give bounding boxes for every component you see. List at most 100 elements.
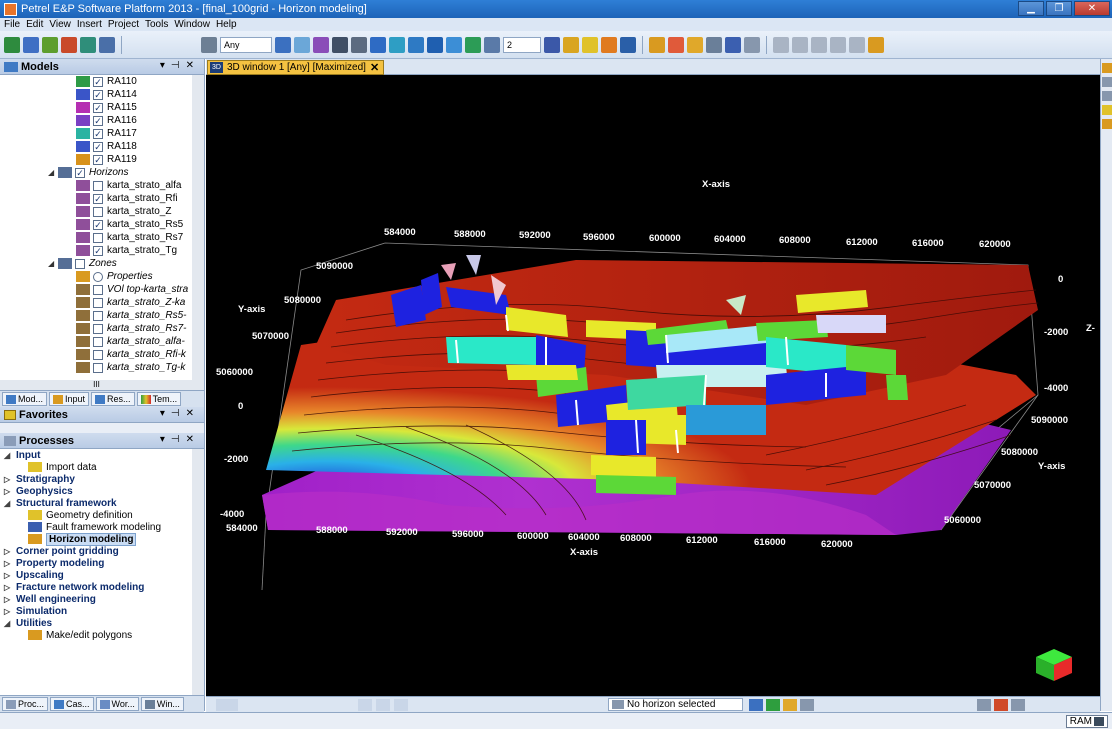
- open-project-icon[interactable]: [23, 36, 39, 53]
- new-project-icon[interactable]: [4, 36, 20, 53]
- orientation-cube-icon[interactable]: [1036, 649, 1072, 681]
- restore-button[interactable]: ❐: [1046, 1, 1072, 16]
- tab-processes[interactable]: Proc...: [2, 697, 49, 711]
- status-tool-icon[interactable]: [783, 698, 797, 711]
- open-folder-icon[interactable]: [868, 36, 884, 53]
- horizon-item[interactable]: karta_strato_alfa: [0, 179, 192, 192]
- export-icon[interactable]: [99, 36, 115, 53]
- menu-window[interactable]: Window: [174, 19, 210, 30]
- fault-item-checkbox[interactable]: ✓: [93, 89, 103, 100]
- zone-item-checkbox[interactable]: [93, 284, 103, 295]
- axis-icon[interactable]: [563, 36, 579, 53]
- process-category[interactable]: ◢ Utilities: [0, 617, 192, 629]
- window-icon[interactable]: [201, 36, 217, 53]
- process-category[interactable]: ▷ Corner point gridding: [0, 545, 192, 557]
- fault-item-checkbox[interactable]: ✓: [93, 102, 103, 113]
- menu-tools[interactable]: Tools: [145, 19, 169, 30]
- zones-checkbox[interactable]: [75, 258, 85, 269]
- horizon-item-checkbox[interactable]: ✓: [93, 219, 103, 230]
- fault-item[interactable]: ✓ RA118: [0, 140, 192, 153]
- fault-item[interactable]: ✓ RA117: [0, 127, 192, 140]
- scale-icon[interactable]: [484, 36, 500, 53]
- expand-arrow-icon[interactable]: ▷: [4, 486, 11, 496]
- legend-icon[interactable]: [544, 36, 560, 53]
- panel-controls[interactable]: ▾⊣✕: [159, 60, 200, 71]
- rotate-icon[interactable]: [313, 36, 329, 53]
- 3d-viewport[interactable]: X-axis 584000 588000 592000 596000 60000…: [206, 75, 1100, 696]
- print-icon[interactable]: [706, 36, 722, 53]
- expand-arrow-icon[interactable]: ▷: [4, 570, 11, 580]
- horizons-checkbox[interactable]: ✓: [75, 167, 85, 178]
- panel-controls[interactable]: ▾⊣✕: [159, 408, 200, 419]
- tab-results[interactable]: Res...: [91, 392, 135, 406]
- pan-icon[interactable]: [427, 36, 443, 53]
- tab-templates[interactable]: Tem...: [136, 392, 182, 406]
- menu-project[interactable]: Project: [107, 19, 139, 30]
- tab-input[interactable]: Input: [49, 392, 90, 406]
- zone-item-checkbox[interactable]: [93, 362, 103, 373]
- horizon-item[interactable]: ✓ karta_strato_Rfi: [0, 192, 192, 205]
- process-category[interactable]: ▷ Simulation: [0, 605, 192, 617]
- horizon-item-checkbox[interactable]: ✓: [93, 193, 103, 204]
- zone-item-checkbox[interactable]: [93, 349, 103, 360]
- copy-icon[interactable]: [687, 36, 703, 53]
- horizon-item-checkbox[interactable]: [93, 180, 103, 191]
- status-tool-icon[interactable]: [749, 698, 763, 711]
- light-icon[interactable]: [465, 36, 481, 53]
- dock-tool-icon[interactable]: [1102, 77, 1112, 87]
- fault-item[interactable]: ✓ RA119: [0, 153, 192, 166]
- status-tool-icon[interactable]: [1011, 698, 1025, 711]
- fault-item[interactable]: ✓ RA114: [0, 88, 192, 101]
- status-tool-icon[interactable]: [800, 698, 814, 711]
- find-icon[interactable]: [830, 36, 846, 53]
- menu-edit[interactable]: Edit: [26, 19, 44, 30]
- tab-windows[interactable]: Win...: [140, 697, 184, 711]
- horizon-item[interactable]: ✓ karta_strato_Rs5: [0, 218, 192, 231]
- dock-tool-icon[interactable]: [1102, 91, 1112, 101]
- zoom-icon[interactable]: [294, 36, 310, 53]
- measure-icon[interactable]: [601, 36, 617, 53]
- save-project-icon[interactable]: [42, 36, 58, 53]
- process-category[interactable]: ▷ Fracture network modeling: [0, 581, 192, 593]
- fault-item[interactable]: ✓ RA110: [0, 75, 192, 88]
- expand-arrow-icon[interactable]: ▷: [4, 594, 11, 604]
- properties-icon[interactable]: [744, 36, 760, 53]
- zone-item[interactable]: karta_strato_Rs7-: [0, 322, 192, 335]
- models-hscrollbar[interactable]: III: [0, 380, 192, 390]
- fault-item[interactable]: ✓ RA116: [0, 114, 192, 127]
- panel-controls[interactable]: ▾⊣✕: [159, 434, 200, 445]
- process-item[interactable]: Geometry definition: [0, 509, 192, 521]
- fault-item[interactable]: ✓ RA115: [0, 101, 192, 114]
- settings-icon[interactable]: [80, 36, 96, 53]
- process-category[interactable]: ▷ Well engineering: [0, 593, 192, 605]
- horizon-item-checkbox[interactable]: [93, 232, 103, 243]
- menu-insert[interactable]: Insert: [76, 19, 102, 30]
- status-tool-icon[interactable]: [766, 698, 780, 711]
- horizon-item[interactable]: karta_strato_Rs7: [0, 231, 192, 244]
- collapse-arrow-icon[interactable]: ◢: [4, 498, 11, 508]
- view-front-icon[interactable]: [408, 36, 424, 53]
- fault-item-checkbox[interactable]: ✓: [93, 128, 103, 139]
- horizon-item[interactable]: karta_strato_Z: [0, 205, 192, 218]
- cut-icon[interactable]: [773, 36, 789, 53]
- zone-item[interactable]: VOl top-karta_stra: [0, 283, 192, 296]
- undo-icon[interactable]: [61, 36, 77, 53]
- fault-item-checkbox[interactable]: ✓: [93, 76, 103, 87]
- process-category[interactable]: ▷ Stratigraphy: [0, 473, 192, 485]
- pick-icon[interactable]: [582, 36, 598, 53]
- copy-disabled-icon[interactable]: [792, 36, 808, 53]
- horizons-folder-row[interactable]: ◢ ✓ Horizons: [0, 166, 192, 179]
- horizon-item-checkbox[interactable]: ✓: [93, 245, 103, 256]
- process-item[interactable]: Horizon modeling: [0, 532, 192, 546]
- menu-help[interactable]: Help: [215, 19, 237, 30]
- process-category[interactable]: ▷ Upscaling: [0, 569, 192, 581]
- zone-item[interactable]: karta_strato_alfa-: [0, 335, 192, 348]
- camera-icon[interactable]: [332, 36, 348, 53]
- zone-item[interactable]: karta_strato_Tg-k: [0, 361, 192, 374]
- process-item[interactable]: Fault framework modeling: [0, 521, 192, 533]
- menu-view[interactable]: View: [49, 19, 71, 30]
- nav-page-icon[interactable]: [394, 698, 408, 711]
- zones-folder-row[interactable]: ◢ Zones: [0, 257, 192, 270]
- replace-icon[interactable]: [849, 36, 865, 53]
- horizon-selection-field[interactable]: No horizon selected: [608, 698, 743, 711]
